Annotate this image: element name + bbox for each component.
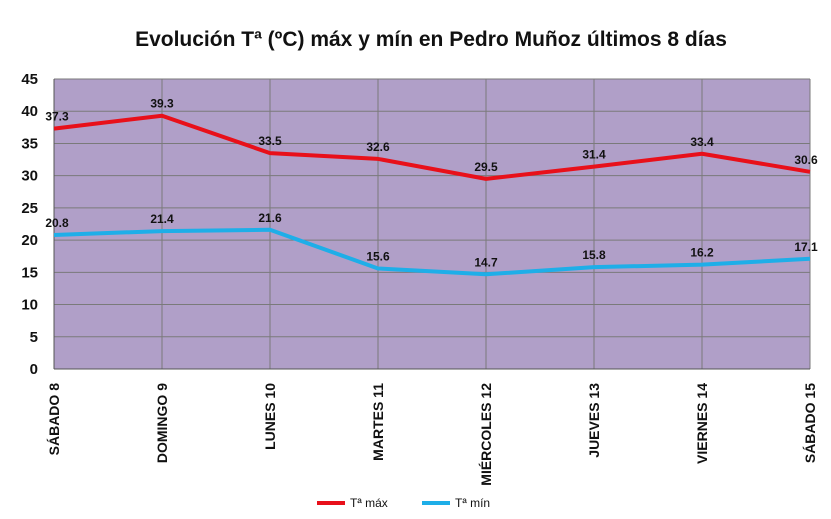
- x-tick-label: JUEVES 13: [586, 383, 602, 458]
- legend-label: Tª mín: [455, 496, 490, 510]
- data-label: 20.8: [45, 216, 69, 230]
- x-tick-label: LUNES 10: [262, 383, 278, 450]
- y-tick-label: 45: [21, 71, 38, 88]
- data-label: 21.4: [150, 212, 174, 226]
- data-label: 17.1: [794, 240, 818, 254]
- y-tick-label: 10: [21, 297, 38, 314]
- x-tick-label: SÁBADO 15: [802, 383, 818, 463]
- data-label: 16.2: [690, 246, 714, 260]
- y-tick-label: 30: [21, 168, 38, 185]
- data-label: 14.7: [474, 255, 498, 269]
- x-tick-label: MARTES 11: [370, 383, 386, 461]
- data-label: 15.8: [582, 248, 606, 262]
- data-label: 33.4: [690, 135, 714, 149]
- plot-area: [54, 79, 810, 369]
- y-tick-label: 20: [21, 232, 38, 249]
- data-label: 39.3: [150, 97, 174, 111]
- data-label: 32.6: [366, 140, 390, 154]
- data-label: 37.3: [45, 110, 69, 124]
- data-label: 29.5: [474, 160, 498, 174]
- data-label: 33.5: [258, 134, 282, 148]
- y-tick-label: 25: [21, 200, 38, 217]
- y-tick-label: 15: [21, 264, 38, 281]
- x-tick-label: DOMINGO 9: [154, 383, 170, 463]
- chart-title: Evolución Tª (ºC) máx y mín en Pedro Muñ…: [135, 28, 727, 51]
- legend-label: Tª máx: [350, 496, 388, 510]
- x-tick-label: MIÉRCOLES 12: [478, 383, 494, 486]
- data-label: 21.6: [258, 211, 282, 225]
- series-line-min: [53, 227, 811, 277]
- x-tick-label: VIERNES 14: [694, 383, 710, 464]
- y-tick-label: 40: [21, 103, 38, 120]
- series-line-max: [53, 113, 811, 181]
- data-label: 31.4: [582, 148, 606, 162]
- x-tick-label: SÁBADO 8: [46, 383, 62, 456]
- data-label: 15.6: [366, 249, 390, 263]
- data-label: 30.6: [794, 153, 818, 167]
- y-tick-label: 35: [21, 135, 38, 152]
- y-tick-label: 0: [30, 361, 38, 378]
- y-tick-label: 5: [30, 329, 38, 346]
